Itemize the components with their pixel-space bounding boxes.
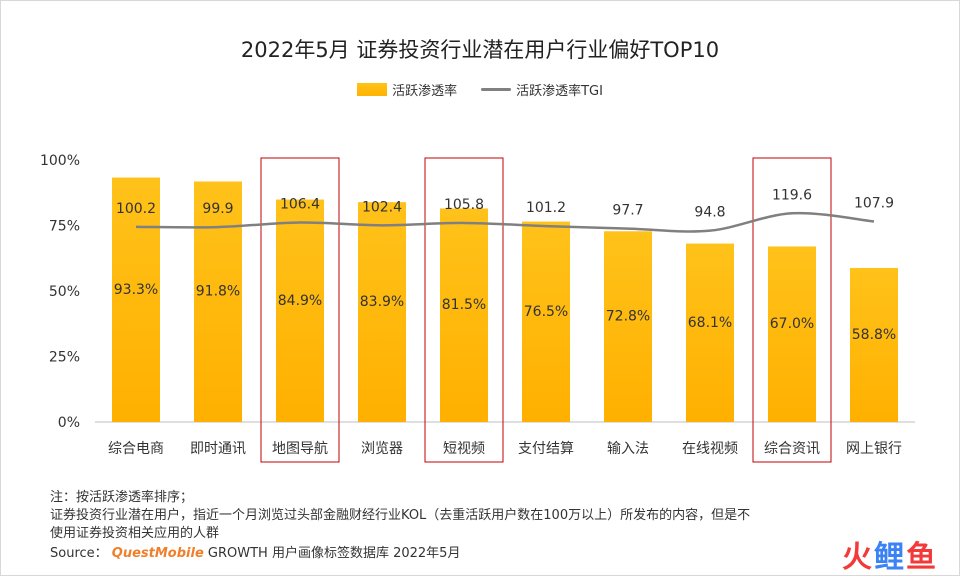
x-tick-label: 网上银行 <box>846 441 902 457</box>
highlight-box-短视频 <box>424 157 504 463</box>
logo-char-1: 火 <box>842 540 874 575</box>
tgi-value-label: 107.9 <box>854 195 894 211</box>
source-rest: GROWTH 用户画像标签数据库 2022年5月 <box>207 546 461 561</box>
tgi-value-label: 100.2 <box>116 201 156 217</box>
legend-item-bar: 活跃渗透率 <box>357 80 457 99</box>
x-tick-label: 在线视频 <box>682 441 738 457</box>
bar <box>440 208 488 422</box>
bar-value-label: 68.1% <box>688 315 732 331</box>
logo-char-2: 鲤 <box>874 540 906 575</box>
bar <box>358 202 406 422</box>
tgi-line <box>135 211 875 233</box>
x-tick-label: 短视频 <box>443 441 485 457</box>
source-line: Source： QuestMobile GROWTH 用户画像标签数据库 202… <box>50 542 460 561</box>
x-tick-label: 输入法 <box>607 441 649 457</box>
data-labels: 93.3% 91.8% 84.9% 83.9% 81.5% 76.5% 72.8% 68.1%… <box>114 187 896 343</box>
bar <box>604 231 652 422</box>
legend-bar-swatch <box>357 83 388 96</box>
bar-value-label: 76.5% <box>524 304 568 320</box>
logo-char-3: 鱼 <box>906 540 938 575</box>
bar <box>686 243 734 422</box>
x-tick-label: 支付结算 <box>518 441 574 457</box>
bar-value-label: 81.5% <box>442 297 486 313</box>
bars <box>112 177 898 422</box>
bar-value-label: 93.3% <box>114 282 158 298</box>
x-tick-label: 综合资讯 <box>764 441 820 457</box>
bar-value-label: 83.9% <box>360 294 404 310</box>
tgi-value-label: 99.9 <box>202 201 233 217</box>
y-tick-label: 0% <box>58 415 80 431</box>
note-line-3: 使用证券投资相关应用的人群 <box>50 526 220 541</box>
y-tick-label: 100% <box>40 153 80 169</box>
bar-value-label: 84.9% <box>278 293 322 309</box>
y-tick-label: 75% <box>49 219 80 235</box>
bar <box>850 267 898 422</box>
y-tick-label: 25% <box>49 350 80 366</box>
bar <box>768 246 816 422</box>
tgi-value-label: 101.2 <box>526 200 566 216</box>
source-brand: QuestMobile <box>111 546 204 561</box>
highlight-box-地图导航 <box>260 157 340 463</box>
tgi-value-label: 94.8 <box>694 205 725 221</box>
watermark-logo: 火鲤鱼 <box>842 532 938 576</box>
bar <box>194 181 242 422</box>
highlight-box-综合资讯 <box>752 157 832 463</box>
axis-layer: 0% 25% 50% 75% 100% 综合电商 即时通讯 地图导航 浏览器 短视频 支付结算 输入法… <box>40 153 915 457</box>
tgi-value-label: 106.4 <box>280 197 320 213</box>
chart-title: 2022年5月 证券投资行业潜在用户行业偏好TOP10 <box>240 38 720 62</box>
x-tick-label: 综合电商 <box>108 441 164 457</box>
bar <box>276 199 324 422</box>
bar-value-label: 91.8% <box>196 284 240 300</box>
x-tick-label: 地图导航 <box>272 441 328 457</box>
note-line-1: 注：按活跃渗透率排序； <box>50 490 194 505</box>
bar-value-label: 67.0% <box>770 316 814 332</box>
legend-line-swatch <box>481 88 512 91</box>
bar <box>522 221 570 422</box>
tgi-value-label: 105.8 <box>444 197 484 213</box>
tgi-value-label: 102.4 <box>362 199 402 215</box>
legend-item-line: 活跃渗透率TGI <box>481 80 603 99</box>
x-tick-label: 即时通讯 <box>190 441 246 457</box>
chart-legend: 活跃渗透率 活跃渗透率TGI <box>0 80 960 99</box>
y-tick-label: 50% <box>49 284 80 300</box>
tgi-series-line <box>135 211 875 233</box>
highlight-boxes <box>260 157 832 463</box>
x-tick-label: 浏览器 <box>361 441 403 457</box>
legend-line-label: 活跃渗透率TGI <box>516 84 603 99</box>
bar-value-label: 58.8% <box>852 327 896 343</box>
source-prefix: Source： <box>50 546 108 561</box>
note-line-2: 证券投资行业潜在用户，指近一个月浏览过头部金融财经行业KOL（去重活跃用户数在1… <box>50 508 751 523</box>
tgi-value-label: 119.6 <box>772 187 812 203</box>
bar-value-label: 72.8% <box>606 309 650 325</box>
tgi-value-label: 97.7 <box>612 203 643 219</box>
legend-bar-label: 活跃渗透率 <box>392 84 458 99</box>
bar <box>112 177 160 422</box>
